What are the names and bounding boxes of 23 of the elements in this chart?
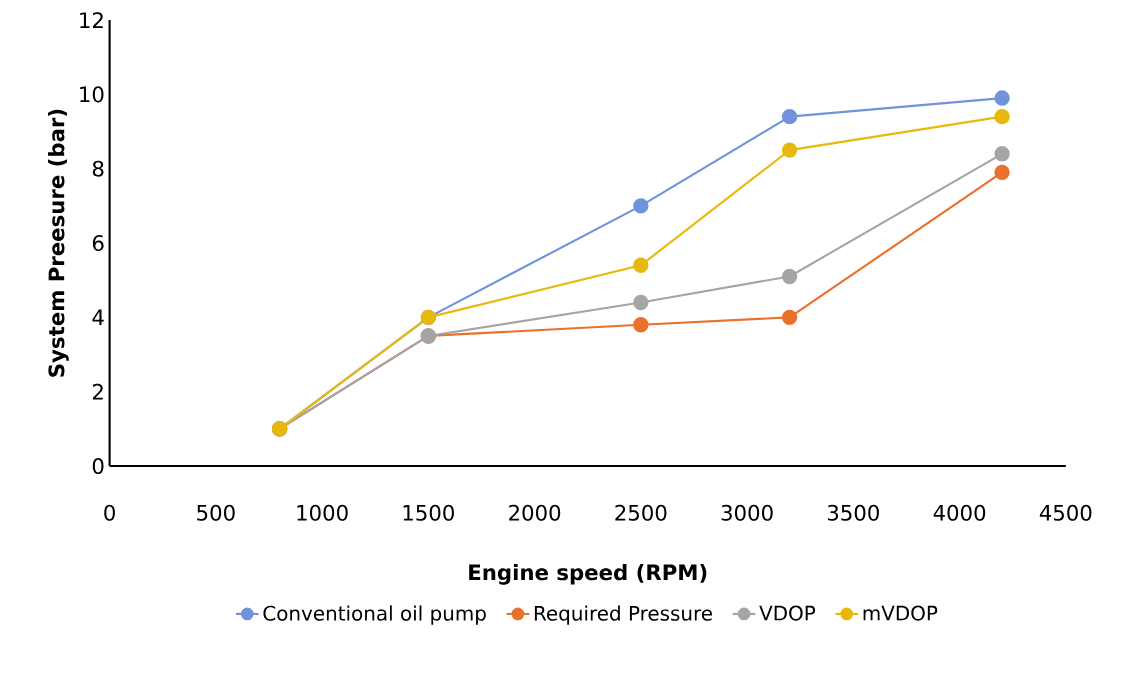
- y-tick-label: 2: [92, 383, 103, 400]
- y-axis-title: System Preesure (bar): [48, 109, 69, 377]
- y-tick-label: 8: [92, 160, 104, 177]
- x-tick-label: 4000: [933, 504, 986, 521]
- x-tick-label: 500: [197, 504, 235, 521]
- x-tick-label: 2500: [615, 504, 667, 521]
- legend-label: VDOP: [759, 605, 816, 621]
- y-tick-label: 10: [80, 86, 104, 103]
- y-tick-label: 4: [92, 309, 104, 326]
- y-tick-label: 0: [92, 457, 104, 475]
- x-tick-label: 2000: [509, 504, 561, 521]
- legend-label: mVDOP: [863, 605, 938, 621]
- y-tick-label: 12: [80, 12, 103, 28]
- x-axis-title: Engine speed (RPM): [469, 563, 707, 585]
- x-tick-label: 1000: [297, 504, 348, 521]
- x-tick-label: 3500: [827, 504, 879, 521]
- y-tick-label: 6: [92, 234, 104, 252]
- x-tick-label: 3000: [721, 504, 773, 521]
- legend-label: Required Pressure: [534, 605, 712, 625]
- legend-label: Conventional oil pump: [263, 605, 486, 625]
- x-tick-label: 4500: [1039, 504, 1092, 521]
- x-tick-label: 0: [104, 504, 115, 521]
- x-tick-label: 1500: [403, 504, 454, 521]
